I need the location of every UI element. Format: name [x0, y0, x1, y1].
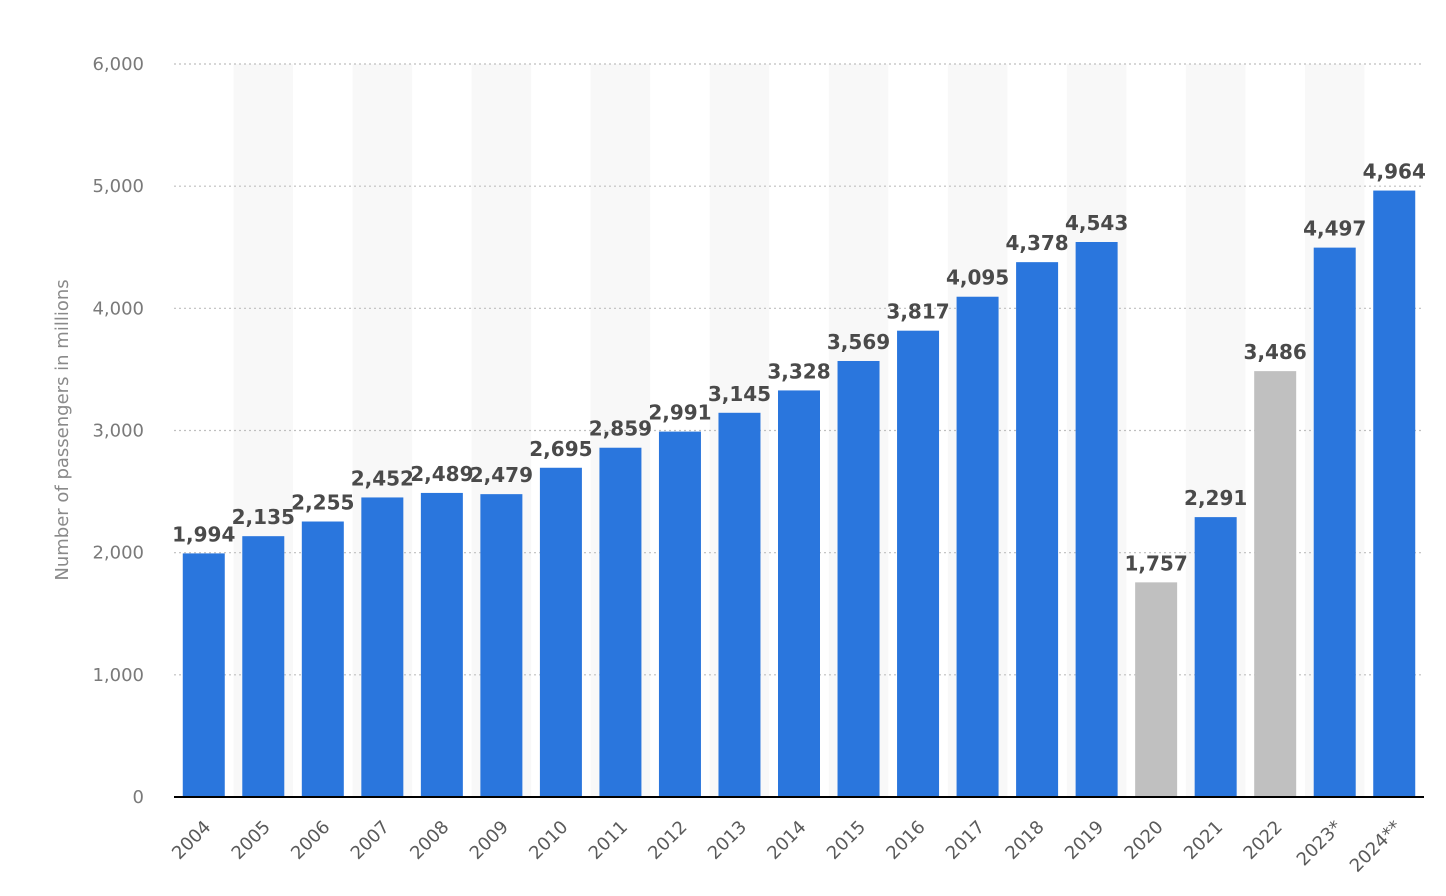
x-tick-label: 2016	[882, 817, 929, 864]
data-label: 2,489	[410, 462, 473, 486]
data-label: 2,291	[1184, 486, 1247, 510]
bar-2013[interactable]	[718, 412, 761, 797]
bar-2021[interactable]	[1194, 517, 1237, 797]
x-tick-label: 2009	[466, 817, 513, 864]
bar-2020[interactable]	[1135, 582, 1178, 797]
data-label: 2,991	[648, 401, 711, 425]
data-label: 3,145	[708, 382, 771, 406]
data-label: 2,255	[291, 491, 354, 515]
x-tick-label: 2024**	[1346, 817, 1406, 877]
y-tick-label: 4,000	[92, 298, 144, 319]
y-tick-label: 6,000	[92, 54, 144, 75]
x-tick-label: 2011	[585, 817, 632, 864]
bar-2023*[interactable]	[1313, 247, 1356, 797]
data-labels: 1,9942,1352,2552,4522,4892,4792,6952,859…	[172, 160, 1426, 576]
data-label: 1,994	[172, 522, 235, 546]
y-axis-ticks: 0 1,000 2,000 3,000 4,000 5,000 6,000	[92, 54, 144, 808]
bar-2022[interactable]	[1254, 371, 1297, 797]
bar-2005[interactable]	[242, 536, 285, 797]
x-tick-label: 2005	[228, 817, 275, 864]
data-label: 4,543	[1065, 211, 1128, 235]
x-tick-label: 2007	[347, 817, 394, 864]
y-tick-label: 5,000	[92, 176, 144, 197]
bar-2016[interactable]	[897, 330, 940, 797]
y-tick-label: 2,000	[92, 543, 144, 564]
x-tick-label: 2022	[1239, 817, 1286, 864]
bar-2008[interactable]	[420, 492, 463, 797]
data-label: 2,695	[529, 437, 592, 461]
data-label: 2,135	[232, 505, 295, 529]
y-tick-label: 1,000	[92, 665, 144, 686]
data-label: 4,497	[1303, 217, 1366, 241]
bar-2017[interactable]	[956, 296, 999, 797]
data-label: 1,757	[1125, 551, 1188, 575]
data-label: 3,817	[886, 300, 949, 324]
bar-2007[interactable]	[361, 497, 404, 797]
x-tick-label: 2023*	[1293, 817, 1347, 871]
data-label: 4,095	[946, 266, 1009, 290]
x-tick-label: 2008	[406, 817, 453, 864]
data-label: 2,859	[589, 417, 652, 441]
data-label: 4,964	[1363, 160, 1426, 184]
x-tick-label: 2017	[942, 817, 989, 864]
x-tick-label: 2012	[644, 817, 691, 864]
data-label: 3,328	[767, 359, 830, 383]
x-tick-label: 2019	[1061, 817, 1108, 864]
bar-2012[interactable]	[658, 431, 701, 797]
bar-2006[interactable]	[301, 521, 344, 797]
y-tick-label: 3,000	[92, 421, 144, 442]
bar-2018[interactable]	[1016, 262, 1059, 798]
data-label: 4,378	[1005, 231, 1068, 255]
x-tick-label: 2018	[1001, 817, 1048, 864]
bar-2011[interactable]	[599, 447, 642, 797]
bar-2010[interactable]	[539, 467, 582, 797]
x-axis-ticks: 2004 2005 2006 2007 2008 2009 2010 2011 2012 2013…	[168, 817, 1406, 877]
y-axis-label: Number of passengers in millions	[52, 279, 73, 580]
bar-2004[interactable]	[182, 553, 225, 797]
data-label: 2,452	[351, 466, 414, 490]
x-tick-label: 2021	[1180, 817, 1227, 864]
bar-2024**[interactable]	[1373, 190, 1416, 797]
x-tick-label: 2020	[1120, 817, 1167, 864]
x-tick-label: 2013	[704, 817, 751, 864]
x-tick-label: 2010	[525, 817, 572, 864]
bars	[182, 190, 1416, 798]
bar-2009[interactable]	[480, 494, 523, 797]
bar-2019[interactable]	[1075, 241, 1118, 797]
x-tick-label: 2014	[763, 817, 810, 864]
x-tick-label: 2004	[168, 817, 215, 864]
y-tick-label: 0	[133, 787, 144, 808]
data-label: 3,486	[1244, 340, 1307, 364]
bar-2015[interactable]	[837, 360, 880, 797]
x-tick-label: 2006	[287, 817, 334, 864]
data-label: 2,479	[470, 463, 533, 487]
bar-2014[interactable]	[778, 390, 820, 797]
data-label: 3,569	[827, 330, 890, 354]
x-tick-label: 2015	[823, 817, 870, 864]
